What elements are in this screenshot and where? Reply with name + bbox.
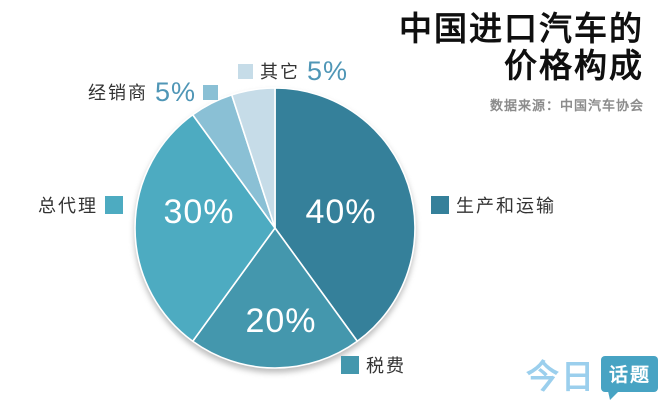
legend-value-other-number: 5 <box>307 55 324 86</box>
legend-value-other-unit: % <box>323 55 349 86</box>
logo-bubble-tail-icon <box>608 391 619 400</box>
legend-item-tax: 税费 <box>341 354 406 376</box>
legend-item-production: 生产和运输 <box>431 194 556 216</box>
legend-marker-agent <box>105 196 123 214</box>
title-block: 中国进口汽车的 价格构成 数据来源：中国汽车协会 <box>399 10 644 114</box>
legend-item-agent: 总代理 <box>38 194 123 216</box>
pie-slice-0 <box>274 87 416 343</box>
page-title-line1: 中国进口汽车的 <box>399 10 644 47</box>
legend-marker-other <box>238 63 253 79</box>
logo-speech-bubble: 话题 <box>601 356 659 400</box>
legend-value-other: 5% <box>307 56 348 87</box>
page-title-line2: 价格构成 <box>504 47 644 84</box>
pie-slice-1 <box>191 227 359 369</box>
logo-text-part2: 话题 <box>609 365 652 386</box>
pie-slice-4 <box>230 87 276 229</box>
logo-today-topics: 今日 话题 <box>526 350 659 400</box>
legend-label-dealer: 经销商 <box>88 83 148 103</box>
pie-slice-label-1: 20% <box>245 302 316 340</box>
legend-value-dealer: 5% <box>155 77 196 108</box>
legend-label-tax: 税费 <box>366 356 406 376</box>
legend-marker-dealer <box>203 84 219 100</box>
pie-slice-label-2: 30% <box>163 193 234 231</box>
logo-text-part1: 今日 <box>526 358 596 395</box>
legend-value-dealer-unit: % <box>171 76 197 107</box>
legend-marker-production <box>431 196 449 214</box>
legend-value-dealer-number: 5 <box>155 76 172 107</box>
legend-marker-tax <box>341 356 359 374</box>
pie-slice-label-0: 40% <box>305 193 376 231</box>
legend-label-agent: 总代理 <box>38 196 98 216</box>
legend-item-other: 其它 5% <box>238 55 348 87</box>
legend-label-production: 生产和运输 <box>456 196 556 216</box>
data-source-note: 数据来源：中国汽车协会 <box>489 98 644 113</box>
legend-item-dealer: 经销商 5% <box>88 76 219 108</box>
pie-slice-2 <box>134 113 276 343</box>
legend-label-other: 其它 <box>260 62 300 82</box>
